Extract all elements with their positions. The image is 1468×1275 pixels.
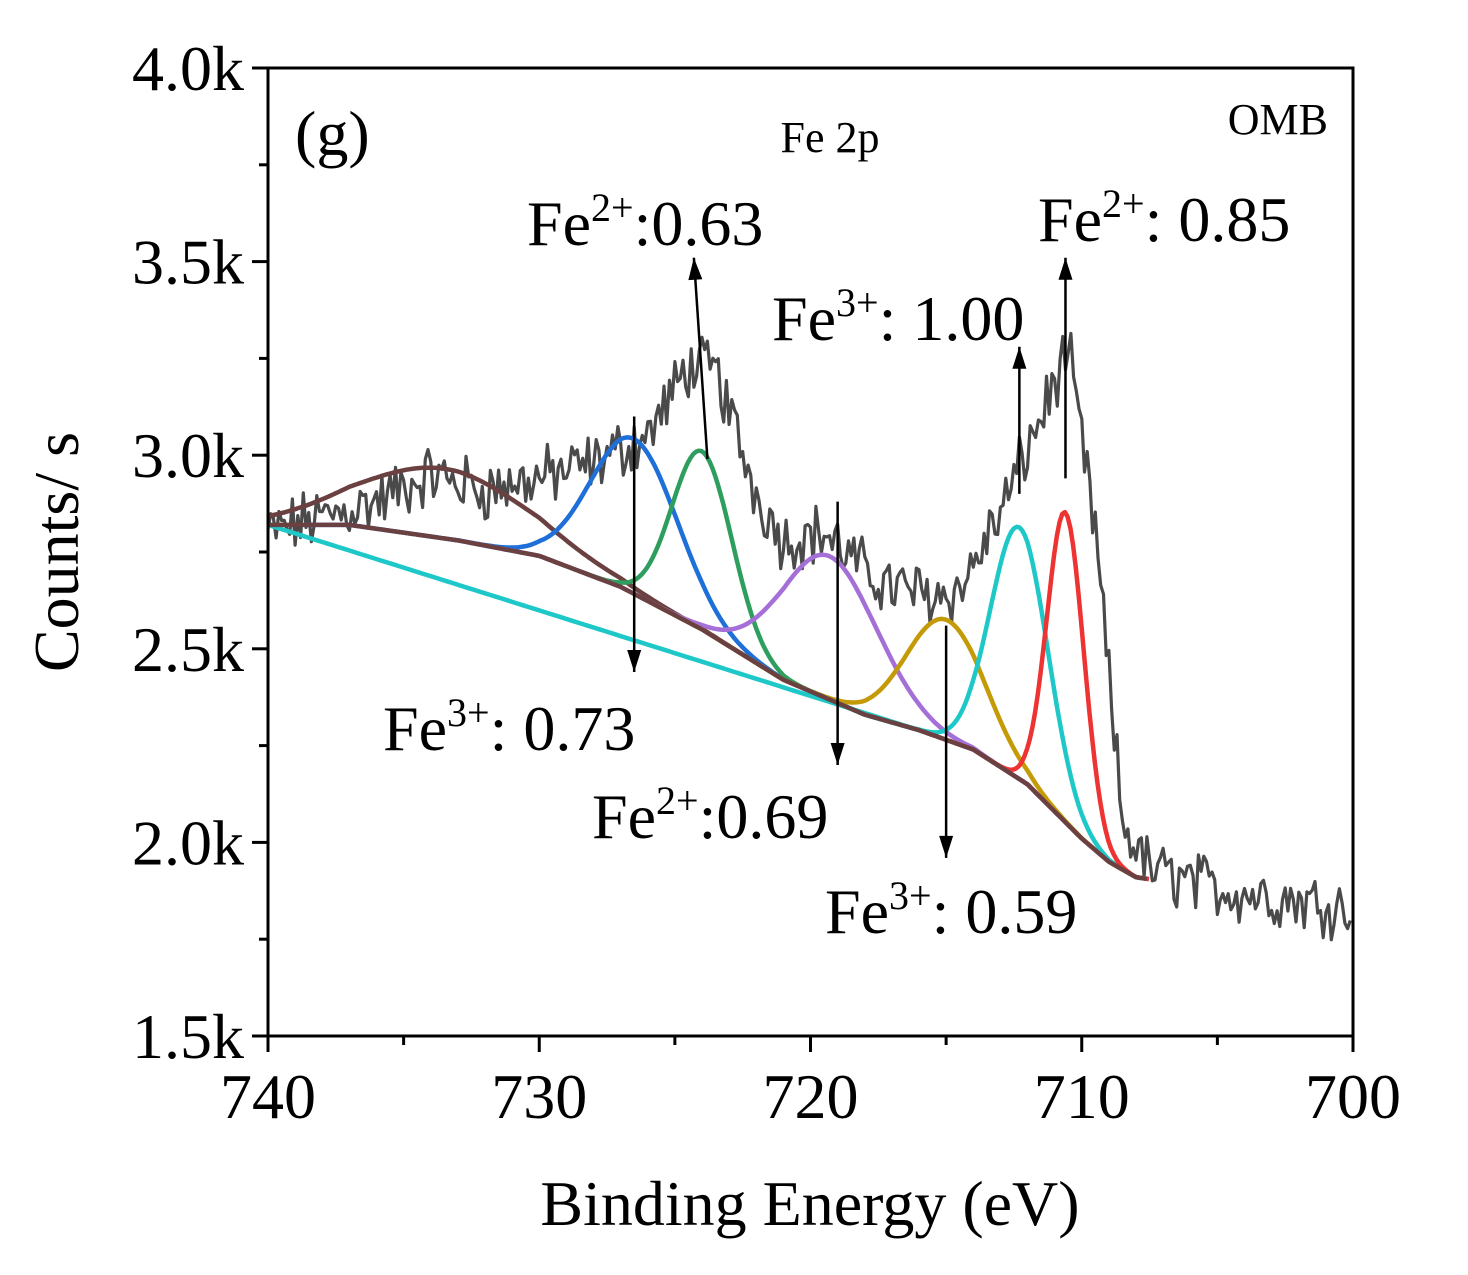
x-tick-label: 740 (220, 1061, 316, 1132)
annotation-charge: 2+ (591, 185, 634, 230)
annotation-ratio: : 0.73 (490, 693, 636, 764)
y-tick-label: 3.5k (132, 227, 244, 298)
x-tick-label: 720 (763, 1061, 859, 1132)
chart-title: Fe 2p (781, 113, 880, 162)
y-tick-label: 4.0k (132, 33, 244, 104)
annotation-label: Fe3+: 1.00 (772, 280, 1024, 354)
annotation-ratio: :0.69 (699, 781, 829, 852)
annotation-species: Fe (1038, 184, 1102, 255)
annotation-arrow-head (1012, 346, 1027, 369)
annotation-arrow-head (939, 835, 954, 858)
sample-label: OMB (1228, 95, 1328, 144)
y-tick-label: 1.5k (132, 1001, 244, 1072)
annotation-species: Fe (825, 876, 889, 947)
annotation-charge: 2+ (656, 778, 699, 823)
annotation-species: Fe (772, 283, 836, 354)
annotation-label: Fe2+:0.69 (592, 778, 828, 852)
annotation-arrow-head (830, 742, 845, 765)
y-axis-label: Counts/ s (21, 432, 92, 672)
annotation-label: Fe2+: 0.85 (1038, 181, 1290, 255)
annotation-charge: 3+ (447, 690, 490, 735)
x-axis-label: Binding Energy (eV) (540, 1168, 1079, 1239)
y-tick-label: 3.0k (132, 420, 244, 491)
raw-spectrum-line (266, 331, 1352, 942)
y-tick-label: 2.5k (132, 614, 244, 685)
annotation-label: Fe3+: 0.73 (383, 690, 635, 764)
x-tick-label: 710 (1034, 1061, 1130, 1132)
annotation-species: Fe (527, 188, 591, 259)
annotation-arrow-head (1058, 257, 1073, 280)
annotation-ratio: : 0.85 (1145, 184, 1291, 255)
panel-label: (g) (295, 98, 370, 169)
axes-layer: 740 730 720 710 700 1.5k 2.0k 2.5k 3.0k 3.5k 4.0k (132, 33, 1401, 1132)
annotation-label: Fe2+:0.63 (527, 185, 763, 259)
annotation-charge: 3+ (889, 873, 932, 918)
annotation-arrow-line (692, 257, 709, 460)
annotation-species: Fe (592, 781, 656, 852)
baseline-cyan-line (267, 522, 915, 731)
annotation-arrow-head (688, 257, 703, 281)
annotation-label: Fe3+: 0.59 (825, 873, 1077, 947)
annotation-charge: 2+ (1102, 181, 1145, 226)
annotation-species: Fe (383, 693, 447, 764)
annotation-arrow-head (627, 650, 642, 673)
y-tick-label: 2.0k (132, 807, 244, 878)
annotation-ratio: :0.63 (634, 188, 764, 259)
x-tick-label: 730 (491, 1061, 587, 1132)
x-tick-label: 700 (1305, 1061, 1401, 1132)
background-line (268, 522, 1148, 882)
annotation-charge: 3+ (836, 280, 879, 325)
annotation-ratio: : 1.00 (879, 283, 1025, 354)
annotation-ratio: : 0.59 (932, 876, 1078, 947)
